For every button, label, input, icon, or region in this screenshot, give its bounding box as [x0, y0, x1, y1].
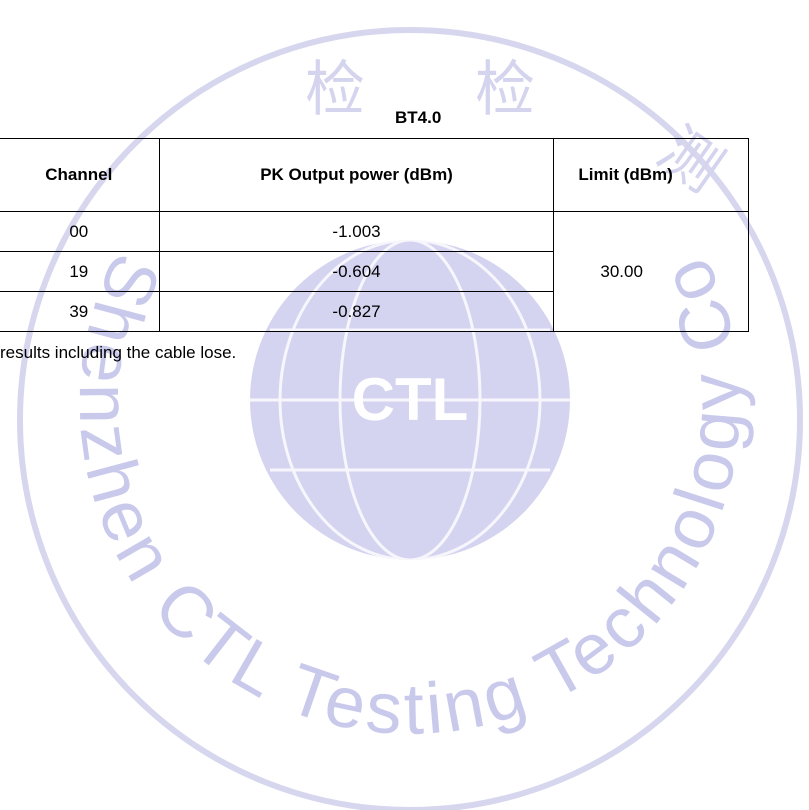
- cell: -0.827: [159, 292, 554, 332]
- cell: -0.604: [159, 252, 554, 292]
- cell: 19: [0, 252, 159, 292]
- cell: 00: [0, 212, 159, 252]
- results-table: Channel PK Output power (dBm) Limit (dBm…: [0, 138, 749, 332]
- cell: 30.00: [554, 212, 749, 332]
- table-title: BT4.0: [395, 108, 441, 128]
- page: CTL Shenzhen CTL Testing Technology Co.,…: [0, 0, 809, 810]
- document: BT4.0 Channel PK Output power (dBm) Limi…: [0, 0, 809, 810]
- note: results including the cable lose.: [0, 343, 236, 363]
- cell: 39: [0, 292, 159, 332]
- header: Limit (dBm): [554, 139, 749, 212]
- header: PK Output power (dBm): [159, 139, 554, 212]
- header: Channel: [0, 139, 159, 212]
- cell: -1.003: [159, 212, 554, 252]
